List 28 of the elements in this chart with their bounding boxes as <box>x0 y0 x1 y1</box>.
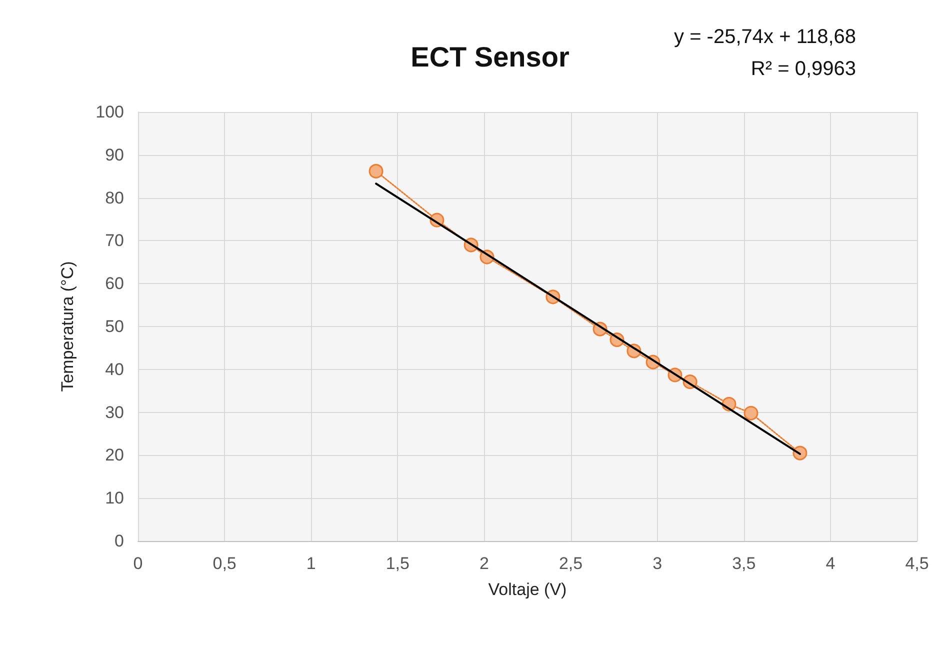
x-tick-label: 3,5 <box>732 554 756 573</box>
y-tick-label: 80 <box>105 188 124 208</box>
y-tick-label: 70 <box>105 231 124 250</box>
y-tick-label: 50 <box>105 317 124 336</box>
x-tick-label: 1 <box>306 554 316 573</box>
chart-title: ECT Sensor <box>410 42 570 72</box>
x-tick-label: 0 <box>133 554 143 573</box>
text: R² = 0,9963 <box>750 58 856 80</box>
x-tick-label: 4 <box>826 554 836 573</box>
y-tick-label: 20 <box>105 446 124 465</box>
x-tick-label: 2,5 <box>558 554 583 573</box>
x-tick-label: 2 <box>479 554 489 573</box>
y-tick-label: 90 <box>105 145 124 164</box>
point <box>368 164 384 178</box>
x-tick-label: 0,5 <box>212 554 236 573</box>
x-axis-title: Voltaje (V) <box>488 580 567 599</box>
x-tick-label: 4,5 <box>905 554 929 573</box>
point <box>744 406 758 420</box>
y-tick-label: 30 <box>105 402 124 422</box>
y-axis-title: Temperatura (°C) <box>58 261 77 392</box>
y-tick-label: 60 <box>105 274 124 294</box>
x-tick-label: 3 <box>652 554 662 573</box>
y-tick-label: 40 <box>105 360 124 379</box>
y-tick-label: 0 <box>114 532 124 550</box>
text: y = -25,74x + 118,68 <box>674 26 856 48</box>
y-tick-label: 10 <box>105 488 124 508</box>
x-tick-label: 1,5 <box>386 554 410 573</box>
y-tick-label: 100 <box>96 102 124 122</box>
